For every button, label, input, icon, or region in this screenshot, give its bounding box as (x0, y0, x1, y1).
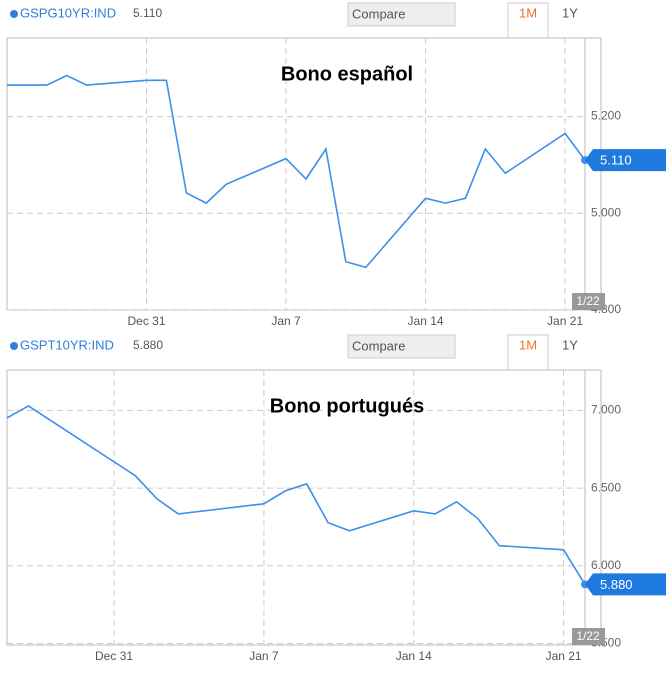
last-flag-text: 5.880 (600, 577, 633, 592)
y-tick-label: 6.000 (591, 558, 621, 572)
date-box (572, 293, 605, 310)
x-tick-label: Jan 21 (546, 649, 582, 663)
ticker[interactable]: GSPT10YR:IND (20, 337, 114, 352)
y-tick-label: 5.200 (591, 109, 621, 123)
date-label: 1/22 (576, 294, 600, 308)
compare-text[interactable]: Compare (352, 6, 405, 21)
plot-area (6, 37, 602, 311)
chart-title: Bono español (281, 63, 413, 85)
y-tick-label: 5.000 (591, 205, 621, 219)
last-flag-text: 5.110 (600, 153, 632, 168)
ticker-dot (10, 342, 18, 350)
date-label: 1/22 (576, 629, 600, 643)
ticker[interactable]: GSPG10YR:IND (20, 5, 116, 20)
x-tick-label: Jan 7 (271, 314, 301, 328)
plot-area (6, 369, 602, 646)
x-tick-label: Dec 31 (128, 314, 166, 328)
range-tab (507, 334, 549, 370)
compare-box[interactable] (347, 2, 456, 27)
x-tick-label: Jan 21 (547, 314, 583, 328)
price-line (6, 404, 586, 585)
y-tick-label: 6.500 (591, 480, 621, 494)
x-tick-label: Jan 14 (396, 649, 432, 663)
x-tick-label: Dec 31 (95, 649, 133, 663)
compare-text[interactable]: Compare (352, 338, 405, 353)
y-tick-label: 7.000 (591, 403, 621, 417)
range-tab (507, 2, 549, 38)
last-value: 5.880 (133, 338, 163, 352)
ticker-dot (10, 10, 18, 18)
range-button[interactable]: 1M (519, 337, 537, 352)
last-value: 5.110 (133, 6, 162, 20)
range-button[interactable]: 1Y (562, 5, 578, 20)
x-tick-label: Jan 14 (408, 314, 444, 328)
last-flag (585, 573, 666, 596)
chart-title: Bono portugués (270, 395, 424, 417)
x-tick-label: Jan 7 (249, 649, 279, 663)
compare-box[interactable] (347, 334, 456, 359)
date-box (572, 628, 605, 645)
range-button[interactable]: 1Y (562, 337, 578, 352)
last-flag (585, 149, 666, 172)
range-button[interactable]: 1M (519, 5, 537, 20)
price-line (7, 74, 586, 269)
